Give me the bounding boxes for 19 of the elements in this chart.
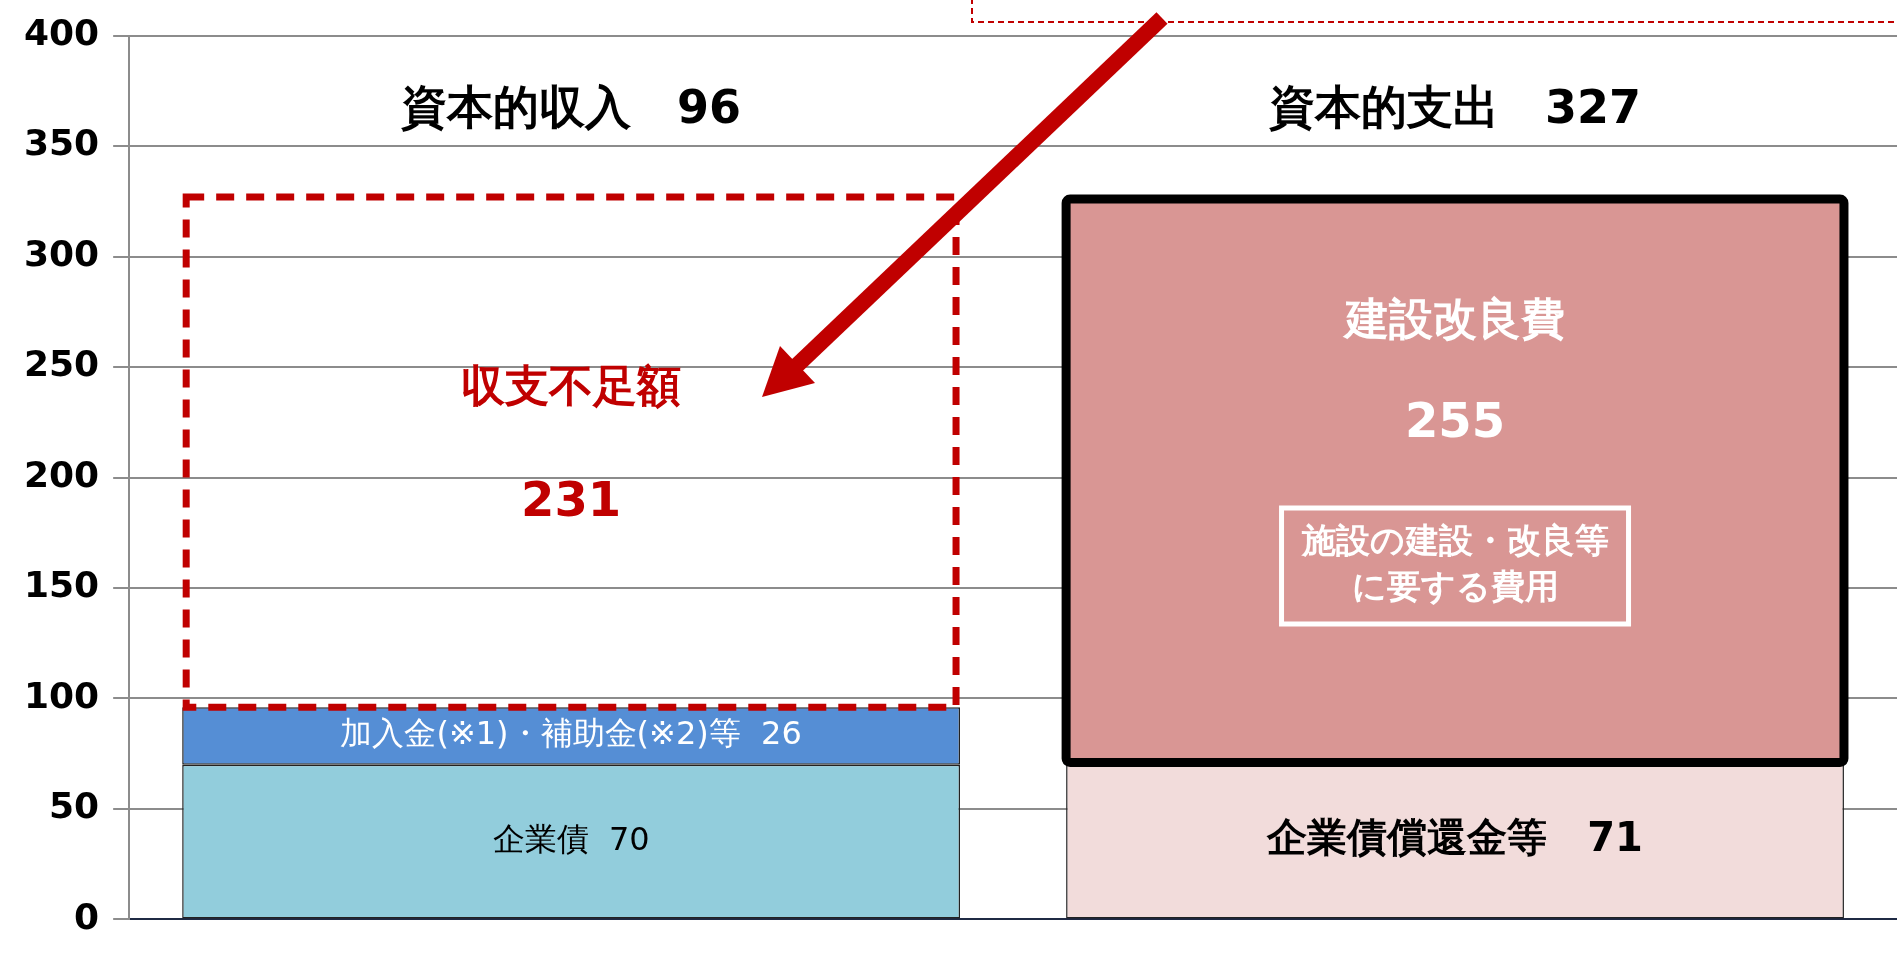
y-tick-label: 350 xyxy=(23,122,100,164)
data-label: 255 xyxy=(1404,391,1506,448)
y-tick-label: 150 xyxy=(23,564,100,606)
x-tick-label: 資本的収入 96 xyxy=(401,79,742,134)
y-tick-label: 0 xyxy=(74,895,100,937)
annotation: 建設改良費 xyxy=(1342,293,1566,345)
y-tick-label: 250 xyxy=(23,343,100,385)
annotation: 収支不足額 xyxy=(461,359,682,411)
y-tick-label: 400 xyxy=(23,11,100,53)
data-label: 企業債償還金等 71 xyxy=(1266,813,1643,860)
data-label: 企業債 70 xyxy=(492,819,650,858)
y-tick-label: 300 xyxy=(23,232,100,274)
x-tick-label: 資本的支出 327 xyxy=(1269,79,1642,134)
data-label: 231 xyxy=(521,470,622,527)
y-tick-label: 50 xyxy=(49,785,100,827)
annotation: 施設の建設・改良等に要する費用 xyxy=(1300,519,1609,606)
data-label: 加入金(※1)・補助金(※2)等 26 xyxy=(340,714,802,753)
y-tick-label: 100 xyxy=(23,674,100,716)
y-tick-label: 200 xyxy=(23,453,100,495)
